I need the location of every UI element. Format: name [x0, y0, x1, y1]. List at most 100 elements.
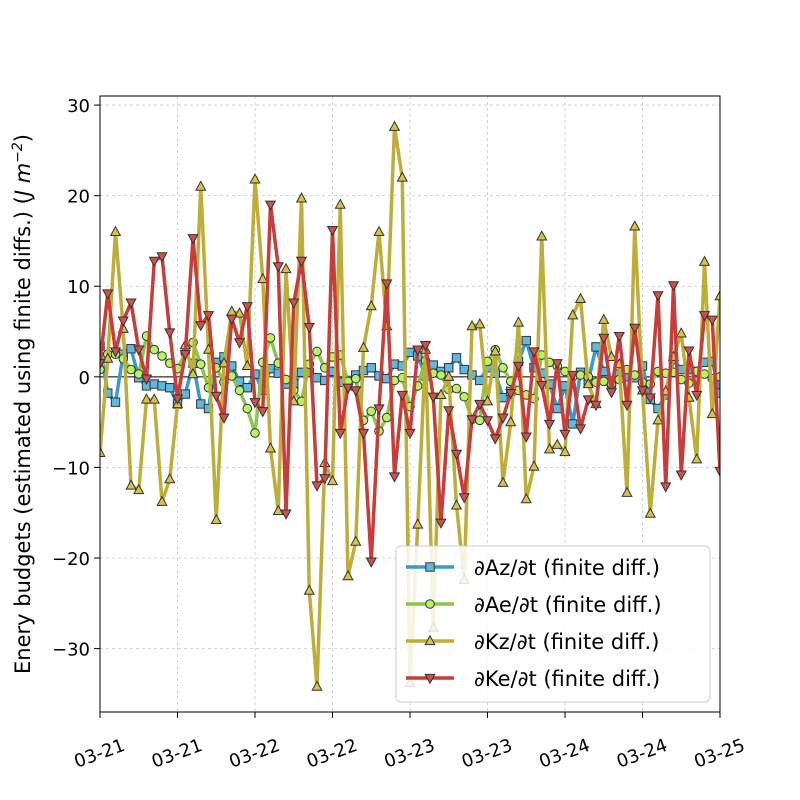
data-point — [264, 442, 277, 453]
data-point — [559, 429, 571, 441]
data-point — [481, 416, 494, 427]
data-point — [459, 364, 469, 375]
data-point — [582, 377, 594, 389]
data-point — [334, 428, 346, 440]
data-point — [365, 299, 377, 311]
y-tick-label: 20 — [67, 187, 90, 208]
data-point — [466, 319, 478, 331]
data-point — [295, 256, 308, 268]
data-point — [629, 220, 641, 231]
data-point — [156, 495, 168, 506]
y-tick-label: −30 — [52, 640, 90, 661]
data-point — [117, 316, 129, 327]
data-point — [636, 386, 649, 397]
data-point — [133, 345, 145, 356]
data-point — [288, 298, 300, 309]
data-point — [257, 407, 269, 418]
legend: ∂Az/∂t (finite diff.) ∂Ae/∂t (finite diff… — [395, 545, 711, 703]
data-point — [582, 395, 594, 406]
data-point — [140, 374, 153, 385]
data-point — [250, 428, 260, 438]
data-point — [567, 308, 579, 320]
data-point — [613, 331, 625, 343]
data-point — [366, 406, 377, 417]
legend-item: ∂Ke/∂t (finite diff.) — [406, 667, 660, 691]
data-point — [590, 400, 602, 412]
data-point — [536, 380, 548, 392]
data-point — [187, 234, 199, 245]
legend-box — [395, 545, 711, 703]
data-point — [149, 379, 159, 389]
legend-label: ∂Kz/∂t (finite diff.) — [474, 630, 659, 654]
data-point — [210, 513, 222, 525]
data-point — [218, 356, 230, 368]
legend-item: ∂Kz/∂t (finite diff.) — [406, 630, 659, 654]
data-point — [102, 289, 114, 300]
data-point — [366, 363, 376, 373]
y-tick-label: −20 — [52, 549, 90, 570]
data-point — [241, 302, 253, 313]
data-point — [241, 359, 253, 371]
data-point — [683, 346, 695, 357]
data-point — [591, 342, 601, 352]
data-point — [109, 225, 122, 236]
data-point — [512, 361, 525, 373]
y-tick-label: 30 — [67, 96, 90, 117]
data-point — [629, 323, 641, 335]
data-point — [140, 393, 153, 404]
data-point — [505, 415, 517, 427]
data-point — [109, 347, 122, 358]
data-point — [319, 474, 331, 485]
data-point — [559, 445, 571, 457]
data-point — [621, 400, 633, 412]
data-point — [326, 474, 339, 486]
data-point — [543, 419, 556, 431]
legend-item: ∂Az/∂t (finite diff.) — [406, 556, 660, 580]
data-point — [706, 407, 718, 419]
data-point — [357, 341, 370, 352]
data-point — [528, 347, 540, 358]
data-point — [311, 680, 323, 691]
data-point — [691, 453, 703, 464]
data-point — [257, 272, 269, 284]
data-point — [196, 399, 206, 409]
data-point — [475, 375, 485, 386]
data-point — [621, 486, 633, 497]
data-point — [474, 318, 486, 329]
data-point — [436, 370, 446, 380]
data-point — [396, 171, 408, 182]
data-point — [250, 369, 260, 379]
data-point — [497, 413, 509, 424]
data-point — [125, 479, 137, 490]
data-point — [450, 449, 463, 461]
data-point — [567, 370, 579, 382]
data-point — [644, 393, 656, 404]
data-point — [195, 321, 207, 332]
data-point — [133, 369, 144, 379]
data-point — [195, 180, 207, 191]
data-point — [388, 472, 401, 483]
data-point — [498, 362, 508, 373]
series-4 — [100, 200, 720, 568]
data-point — [272, 504, 284, 515]
data-point — [412, 518, 424, 529]
data-point — [405, 347, 415, 358]
data-point — [350, 386, 362, 397]
data-point — [202, 311, 215, 322]
data-point — [381, 412, 392, 423]
data-point — [164, 328, 176, 339]
data-point — [404, 428, 416, 440]
data-point — [265, 333, 276, 343]
data-point — [521, 335, 531, 346]
data-point — [242, 382, 252, 393]
data-point — [652, 291, 664, 302]
data-point — [249, 173, 261, 184]
data-point — [148, 393, 160, 404]
data-point — [171, 394, 184, 405]
data-point — [311, 481, 323, 492]
data-point — [210, 391, 222, 403]
legend-label: ∂Az/∂t (finite diff.) — [474, 556, 660, 580]
legend-label: ∂Ae/∂t (finite diff.) — [474, 593, 662, 617]
legend-swatch-marker — [424, 673, 436, 685]
data-point — [100, 359, 106, 370]
